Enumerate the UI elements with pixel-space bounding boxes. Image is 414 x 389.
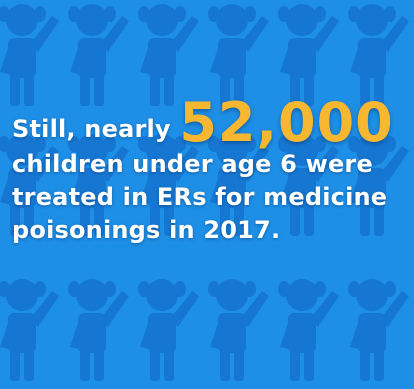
message-line-3: treated in ERs for medicine xyxy=(12,183,388,211)
child-figure-icon xyxy=(138,279,199,381)
child-figure-icon xyxy=(208,279,269,381)
message-lead: Still, nearly xyxy=(12,115,180,143)
message-line-1: Still, nearly 52,000 xyxy=(12,96,412,150)
child-figure-icon xyxy=(68,279,129,381)
child-figure-icon xyxy=(348,279,409,381)
child-figure-icon xyxy=(0,4,59,106)
message-line-2: children under age 6 were xyxy=(12,150,373,178)
statistic-message: Still, nearly 52,000 children under age … xyxy=(12,96,412,247)
statistic-number: 52,000 xyxy=(179,91,394,154)
child-figure-icon xyxy=(0,279,59,381)
child-figure-icon xyxy=(68,4,129,106)
child-figure-icon xyxy=(278,279,339,381)
message-line-4: poisonings in 2017. xyxy=(12,216,281,244)
